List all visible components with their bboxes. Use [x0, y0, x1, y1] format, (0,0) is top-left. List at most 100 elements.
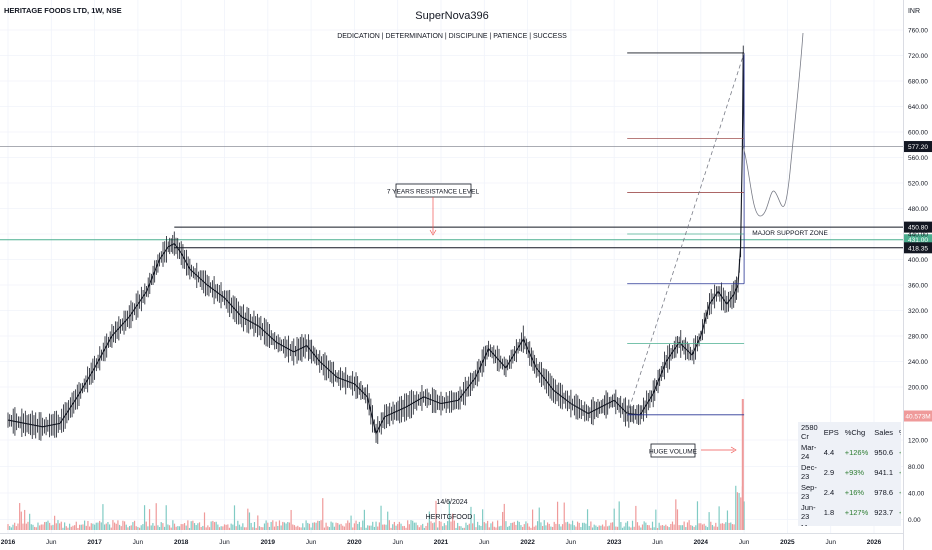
volume-bar	[272, 520, 274, 530]
volume-bar	[262, 527, 264, 530]
volume-bar	[287, 521, 289, 530]
volume-bar	[370, 525, 372, 530]
volume-bar	[89, 526, 91, 530]
volume-bar	[193, 523, 196, 530]
volume-bar	[378, 522, 380, 530]
volume-bar	[240, 526, 242, 530]
volume-bar	[347, 520, 349, 530]
volume-bar	[303, 527, 306, 530]
volume-bar	[69, 523, 71, 530]
volume-bar	[250, 522, 252, 530]
volume-bar	[498, 526, 500, 530]
volume-bar	[27, 521, 29, 530]
volume-bar	[252, 527, 254, 530]
eps-table-cell: 1.9	[821, 522, 842, 526]
volume-bar	[445, 525, 447, 530]
symbol-line: HERITAGE FOODS LTD, 1W, NSE	[4, 6, 122, 15]
volume-bar	[452, 513, 454, 530]
x-tick-label: Jun	[652, 539, 663, 546]
volume-bar	[525, 521, 527, 530]
volume-bar	[195, 525, 197, 530]
volume-bar	[245, 527, 247, 530]
volume-bar	[671, 521, 674, 530]
volume-bar	[42, 524, 44, 530]
volume-bar	[591, 527, 594, 530]
volume-bar	[188, 527, 191, 530]
volume-bar	[175, 526, 177, 530]
volume-bar	[24, 509, 26, 530]
volume-bar	[430, 521, 432, 530]
volume-bar	[453, 520, 455, 530]
volume-bar	[275, 521, 277, 530]
volume-bar	[710, 521, 712, 530]
volume-bar	[247, 508, 249, 530]
volume-bar	[738, 493, 740, 530]
volume-bar	[570, 524, 572, 530]
volume-bar	[678, 525, 680, 530]
volume-bar	[443, 523, 445, 530]
volume-bar	[308, 523, 311, 530]
volume-bar	[168, 525, 171, 530]
volume-bar	[586, 509, 589, 530]
support-label: MAJOR SUPPORT ZONE	[752, 230, 828, 237]
volume-bar	[225, 524, 227, 530]
eps-table-cell: 950.6	[874, 447, 894, 457]
eps-table-cell: +20%	[896, 462, 901, 482]
eps-table-cell: %Chg	[896, 422, 901, 442]
volume-bar	[268, 526, 271, 530]
volume-bar	[248, 512, 251, 530]
y-tick-label: 520.00	[908, 181, 928, 188]
volume-bar	[80, 524, 82, 530]
volume-bar	[392, 524, 394, 530]
volume-bar	[608, 525, 610, 530]
volume-bar	[711, 524, 714, 530]
volume-bar	[626, 521, 629, 530]
volume-bar	[95, 522, 97, 530]
volume-bar	[723, 523, 725, 530]
volume-bar	[147, 526, 149, 530]
volume-bar	[483, 522, 485, 530]
volume-bar	[540, 522, 542, 530]
volume-bar	[317, 520, 319, 530]
volume-bar	[355, 520, 357, 530]
volume-bar	[576, 521, 579, 530]
volume-bar	[595, 525, 597, 530]
volume-bar	[706, 527, 709, 530]
volume-bar	[300, 527, 302, 530]
volume-bar	[458, 526, 460, 530]
symbol-watermark: HERITGFOOD	[426, 514, 473, 521]
volume-bar	[691, 525, 694, 530]
volume-bar	[307, 522, 309, 530]
volume-bar	[523, 524, 525, 530]
volume-bar	[497, 520, 499, 530]
date-label: 14/6/2024	[436, 499, 467, 506]
volume-bar-spike	[741, 399, 744, 530]
volume-bar	[535, 525, 537, 530]
volume-bar	[34, 526, 36, 530]
volume-bar	[235, 526, 237, 530]
volume-bar	[517, 520, 519, 530]
volume-bar	[673, 524, 675, 530]
volume-bar	[14, 522, 16, 530]
volume-bar	[220, 526, 222, 530]
volume-bar	[551, 526, 554, 530]
volume-bar	[283, 522, 286, 530]
volume-bar	[342, 525, 344, 530]
volume-bar	[463, 527, 465, 530]
price-badge	[904, 234, 932, 246]
volume-bar	[305, 520, 307, 530]
volume-bar	[700, 523, 702, 530]
volume-bar	[208, 527, 211, 530]
y-tick-label: 560.00	[908, 155, 928, 162]
volume-bar	[183, 523, 186, 530]
volume-bar	[270, 521, 272, 530]
volume-bar	[238, 524, 241, 530]
volume-bar	[200, 527, 202, 530]
volume-bar	[22, 523, 24, 530]
volume-bar	[676, 509, 679, 530]
volume-bar	[327, 526, 329, 530]
volume-bar	[49, 522, 51, 530]
volume-bar	[110, 527, 112, 530]
